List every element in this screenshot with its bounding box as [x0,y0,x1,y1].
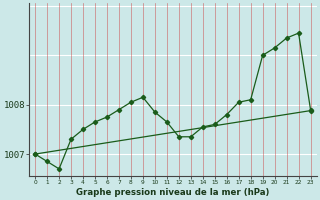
X-axis label: Graphe pression niveau de la mer (hPa): Graphe pression niveau de la mer (hPa) [76,188,269,197]
